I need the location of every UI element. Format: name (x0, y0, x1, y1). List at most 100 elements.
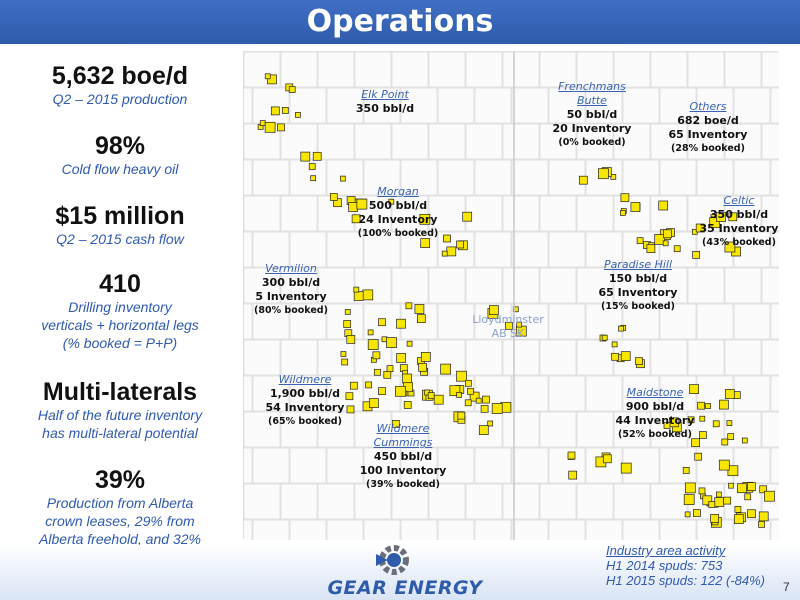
area-production: 450 bbl/d (373, 450, 433, 463)
township-cell (244, 519, 253, 540)
lease-parcel (427, 392, 435, 399)
province-labels: AB SK (491, 327, 525, 340)
lease-parcel (446, 246, 457, 257)
township-cell (317, 339, 355, 376)
lease-parcel (662, 240, 669, 247)
lease-parcel (433, 394, 444, 405)
area-inventory: 20 Inventory (552, 122, 632, 135)
township-cell (696, 303, 734, 340)
lease-parcel (710, 514, 719, 523)
township-cell (724, 123, 762, 160)
township-cell (650, 339, 688, 376)
township-cell (400, 447, 438, 484)
township-cell (280, 195, 318, 232)
township-cell (511, 375, 549, 412)
township-cell (770, 519, 779, 540)
lease-parcel (388, 198, 395, 205)
area-name: Maidstone (626, 386, 684, 399)
lease-parcel (374, 368, 381, 376)
lease-parcel (478, 425, 489, 435)
area-name: Vermilion (265, 262, 317, 275)
area-name: Wildmere (278, 373, 332, 386)
lease-parcel (734, 506, 742, 513)
area-name: Celtic (723, 194, 755, 207)
township-cell (252, 519, 290, 540)
township-cell (326, 447, 364, 484)
lease-parcel (702, 495, 713, 506)
lease-parcel (658, 200, 669, 211)
lease-parcel (475, 397, 482, 404)
lease-parcel (386, 365, 394, 372)
lease-parcel (721, 438, 729, 446)
lease-parcel (682, 467, 690, 474)
area-production: 350 bbl/d (709, 208, 769, 221)
township-cell (650, 52, 688, 88)
township-cell (363, 231, 401, 268)
township-cell (474, 231, 512, 268)
area-wildmere: Wildmere 1,900 bbl/d 54 Inventory (65% b… (250, 373, 360, 429)
stat-value: 410 (99, 270, 141, 298)
lease-parcel (259, 120, 266, 126)
lease-parcel (684, 482, 696, 494)
township-cell (585, 231, 623, 268)
township-cell (724, 267, 762, 304)
lease-parcel (396, 353, 406, 363)
township-cell (363, 87, 401, 124)
area-production: 350 bbl/d (355, 102, 415, 115)
lease-parcel (391, 420, 400, 428)
township-cell (391, 483, 429, 520)
stat-value: 5,632 boe/d (51, 62, 189, 90)
township-cell (244, 195, 281, 232)
stat-inventory: 410 Drilling inventory verticals + horiz… (0, 270, 240, 352)
township-cell (585, 87, 623, 124)
lease-parcel (728, 212, 738, 222)
lease-parcel (697, 401, 705, 410)
area-production: 150 bbl/d (608, 272, 668, 285)
lease-parcel (694, 452, 703, 461)
township-cell (289, 519, 327, 540)
lease-parcel (457, 411, 466, 420)
lease-parcel (281, 107, 289, 114)
lease-parcel (747, 482, 756, 491)
township-cell (391, 411, 429, 448)
stat-value: 98% (94, 132, 146, 160)
lease-parcel (598, 168, 609, 180)
lease-parcel (618, 325, 624, 332)
lease-parcel (449, 385, 461, 397)
township-cell (326, 231, 364, 268)
area-inventory: 35 Inventory (699, 222, 779, 235)
township-cell (280, 52, 318, 88)
lease-parcel (356, 198, 368, 210)
lease-parcel (489, 305, 499, 315)
township-cell (465, 123, 503, 160)
township-cell (252, 87, 290, 124)
area-paradise-hill: Paradise Hill 150 bbl/d 65 Inventory (15… (583, 258, 693, 314)
township-cell (437, 159, 475, 196)
township-cell (391, 267, 429, 304)
lease-parcel (758, 521, 765, 528)
lease-parcel (724, 241, 736, 253)
township-cell (539, 52, 577, 88)
township-cell (511, 231, 549, 268)
township-cell (252, 303, 290, 340)
township-cell (252, 447, 290, 484)
township-cell (317, 267, 355, 304)
township-cell (289, 231, 327, 268)
area-inventory: 5 Inventory (255, 290, 327, 303)
area-inventory: 65 Inventory (668, 128, 748, 141)
township-cell (539, 267, 577, 304)
township-cell (280, 339, 318, 376)
lease-parcel (300, 151, 311, 162)
lease-parcel (456, 240, 464, 249)
township-cell (252, 231, 290, 268)
lease-parcel (277, 123, 285, 132)
township-cell (317, 123, 355, 160)
township-cell (428, 52, 466, 88)
lease-parcel (365, 381, 372, 389)
township-cell (363, 519, 401, 540)
lease-parcel (491, 403, 503, 414)
township-cell (244, 231, 253, 268)
township-cell (363, 447, 401, 484)
lease-parcel (440, 363, 451, 375)
township-cell (317, 411, 355, 448)
